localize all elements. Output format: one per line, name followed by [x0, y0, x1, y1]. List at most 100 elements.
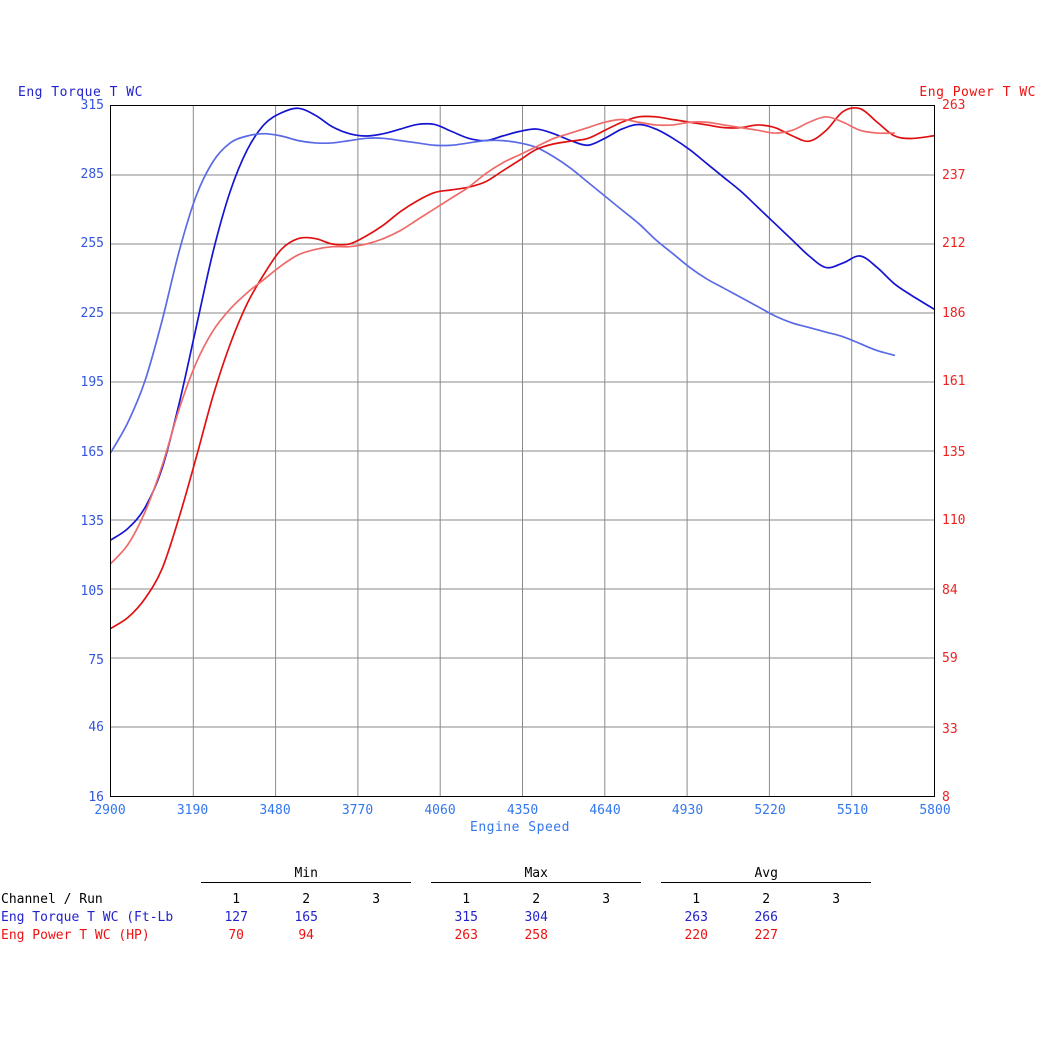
- data-curve-2: [111, 106, 934, 630]
- gap: [411, 866, 431, 883]
- left-tick-105: 105: [80, 583, 104, 599]
- row-label-1: Eng Power T WC (HP): [1, 927, 150, 943]
- x-tick-4930: 4930: [671, 803, 704, 818]
- table-row: Eng Torque T WC (Ft-Lb 127 165 315 304 263 266: [0, 908, 871, 926]
- left-tick-16: 16: [88, 789, 104, 805]
- value-avg-run1-row0: 263: [684, 909, 708, 925]
- value-avg-run3-row1: [801, 926, 871, 944]
- value-min-run1-row1: 70: [228, 927, 245, 943]
- run-header-max-3: 3: [602, 891, 611, 907]
- right-tick-33: 33: [942, 721, 958, 737]
- x-axis-title: Engine Speed: [470, 820, 570, 835]
- value-max-run2-row0: 304: [524, 909, 548, 925]
- value-max-run1-row1: 263: [454, 927, 478, 943]
- x-tick-2900: 2900: [94, 803, 126, 818]
- value-avg-run1-row1: 220: [684, 927, 708, 943]
- gap: [181, 866, 201, 883]
- right-tick-59: 59: [942, 651, 958, 667]
- chart-canvas: [111, 106, 934, 796]
- plot-area: [110, 105, 935, 797]
- spacer-cell: [411, 883, 431, 891]
- x-tick-5510: 5510: [836, 803, 869, 818]
- stats-table-body: Channel / Run 1 2 3 1 2 3 1 2 3 Eng Torque T WC (F…: [0, 890, 871, 944]
- value-max-run3-row0: [571, 908, 641, 926]
- run-header-min-1: 1: [232, 891, 241, 907]
- right-tick-84: 84: [942, 583, 958, 599]
- spacer-cell: [0, 883, 181, 891]
- spacer-cell: [341, 883, 411, 891]
- group-header-row: Min Max Avg: [0, 866, 872, 883]
- right-tick-212: 212: [942, 235, 966, 251]
- table-row: Eng Power T WC (HP) 70 94 263 258 220 227: [0, 926, 871, 944]
- value-min-run2-row1: 94: [298, 927, 315, 943]
- gap: [411, 908, 431, 926]
- spacer-cell: [181, 883, 201, 891]
- value-avg-run3-row0: [801, 908, 871, 926]
- run-header-max-1: 1: [462, 891, 471, 907]
- value-avg-run2-row1: 227: [754, 927, 778, 943]
- spacer-cell: [201, 883, 271, 891]
- value-min-run2-row0: 165: [294, 909, 318, 925]
- value-max-run1-row0: 315: [454, 909, 478, 925]
- value-min-run3-row0: [341, 908, 411, 926]
- spacer-cell: [431, 883, 501, 891]
- value-max-run3-row1: [571, 926, 641, 944]
- right-axis-title: Eng Power T WC: [919, 85, 1036, 100]
- gap: [181, 926, 201, 944]
- right-tick-186: 186: [942, 306, 966, 322]
- row-label-0: Eng Torque T WC (Ft-Lb: [1, 909, 174, 925]
- x-tick-3480: 3480: [259, 803, 291, 818]
- spacer: [0, 883, 871, 891]
- x-tick-3190: 3190: [176, 803, 209, 818]
- x-tick-5800: 5800: [919, 803, 951, 818]
- stats-table: Min Max Avg Channel / Run 1 2 3 1 2 3 1 2 3 Eng To…: [0, 866, 872, 944]
- left-axis-tick-labels: 315 285 255 225 195 165 135 105 75 46 16: [60, 0, 104, 1046]
- x-tick-5220: 5220: [754, 803, 786, 818]
- left-tick-195: 195: [80, 375, 104, 391]
- run-header-max-2: 2: [532, 891, 541, 907]
- gap: [641, 926, 661, 944]
- left-axis-title: Eng Torque T WC: [18, 85, 143, 100]
- run-header-avg-1: 1: [692, 891, 701, 907]
- right-axis-tick-labels: 263 237 212 186 161 135 110 84 59 33 8: [942, 0, 1002, 1046]
- value-avg-run2-row0: 266: [754, 909, 778, 925]
- left-tick-135: 135: [80, 514, 104, 530]
- run-header-avg-3: 3: [832, 891, 841, 907]
- spacer-cell: [571, 883, 641, 891]
- spacer-cell: [731, 883, 801, 891]
- group-header-max: Max: [431, 866, 642, 883]
- right-tick-8: 8: [942, 789, 950, 805]
- spacer-cell: [501, 883, 571, 891]
- gap: [641, 890, 661, 908]
- group-header-blank: [0, 866, 181, 883]
- right-tick-110: 110: [942, 512, 966, 528]
- data-curve-3: [111, 115, 896, 565]
- channel-run-label: Channel / Run: [1, 891, 103, 907]
- x-tick-3770: 3770: [341, 803, 374, 818]
- spacer-cell: [641, 883, 661, 891]
- gap: [411, 890, 431, 908]
- data-curves: [111, 106, 934, 630]
- right-tick-237: 237: [942, 168, 966, 184]
- right-tick-263: 263: [942, 97, 966, 113]
- gap: [411, 926, 431, 944]
- left-tick-165: 165: [80, 444, 104, 460]
- value-min-run3-row1: [341, 926, 411, 944]
- value-min-run1-row0: 127: [224, 909, 248, 925]
- left-tick-46: 46: [88, 720, 104, 736]
- gap: [181, 908, 201, 926]
- group-header-avg: Avg: [661, 866, 872, 883]
- gap: [641, 866, 661, 883]
- gap: [181, 890, 201, 908]
- group-header-min: Min: [201, 866, 412, 883]
- gridlines: [111, 106, 934, 796]
- left-tick-255: 255: [80, 236, 104, 252]
- spacer-cell: [271, 883, 341, 891]
- value-max-run2-row1: 258: [524, 927, 548, 943]
- x-tick-4060: 4060: [424, 803, 456, 818]
- run-header-min-3: 3: [372, 891, 381, 907]
- right-tick-135: 135: [942, 444, 966, 460]
- run-header-avg-2: 2: [762, 891, 771, 907]
- run-header-min-2: 2: [302, 891, 311, 907]
- summary-table: Min Max Avg Channel / Run 1 2 3 1 2 3 1 2 3 Eng To…: [0, 866, 1046, 944]
